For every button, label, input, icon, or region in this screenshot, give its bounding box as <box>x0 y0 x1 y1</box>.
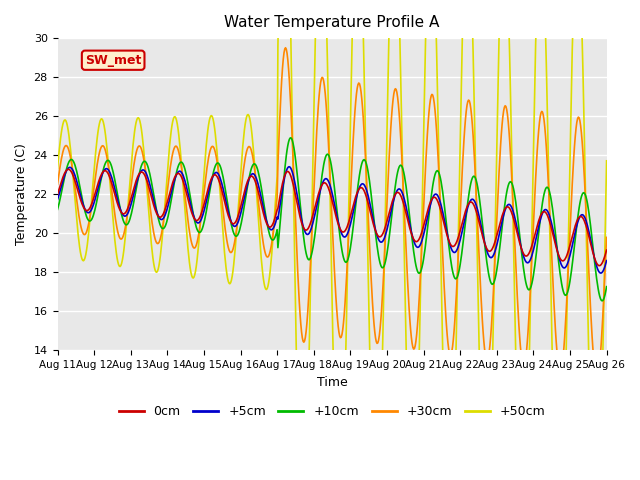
X-axis label: Time: Time <box>317 376 348 389</box>
Legend: 0cm, +5cm, +10cm, +30cm, +50cm: 0cm, +5cm, +10cm, +30cm, +50cm <box>114 400 550 423</box>
Title: Water Temperature Profile A: Water Temperature Profile A <box>225 15 440 30</box>
Text: SW_met: SW_met <box>85 54 141 67</box>
Y-axis label: Temperature (C): Temperature (C) <box>15 144 28 245</box>
